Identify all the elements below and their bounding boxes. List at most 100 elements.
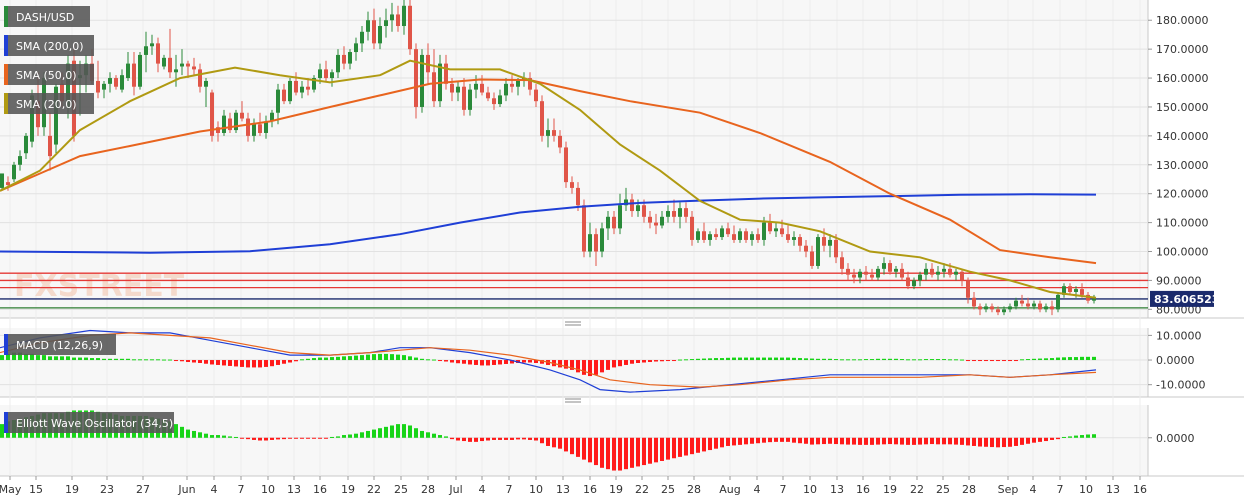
panel-resize-handle[interactable] bbox=[560, 320, 586, 328]
candle-body bbox=[810, 251, 814, 266]
macd-histogram-bar bbox=[534, 360, 538, 363]
candle bbox=[756, 228, 760, 243]
candle-body bbox=[354, 43, 358, 53]
candle bbox=[612, 211, 616, 235]
macd-histogram-bar bbox=[678, 359, 682, 361]
candle-body bbox=[924, 268, 928, 275]
candle-body bbox=[732, 234, 736, 240]
indicator-legend[interactable]: MACD (12,26,9) bbox=[4, 334, 116, 355]
macd-histogram-bar bbox=[576, 360, 580, 373]
ewo-histogram-bar bbox=[318, 437, 322, 439]
macd-histogram-bar bbox=[1056, 357, 1060, 361]
candle bbox=[678, 202, 682, 229]
macd-histogram-bar bbox=[144, 359, 148, 361]
candle bbox=[552, 118, 556, 142]
candle bbox=[918, 271, 922, 287]
legend-item[interactable]: SMA (50,0) bbox=[4, 64, 94, 85]
macd-histogram-bar bbox=[846, 359, 850, 361]
candle-body bbox=[984, 306, 988, 310]
macd-histogram-bar bbox=[672, 360, 676, 362]
ewo-histogram-bar bbox=[600, 437, 604, 468]
macd-histogram-bar bbox=[162, 359, 166, 361]
candle-body bbox=[366, 20, 370, 32]
candle-body bbox=[660, 216, 664, 226]
candle-body bbox=[528, 78, 532, 90]
legend-item[interactable]: SMA (20,0) bbox=[4, 93, 94, 114]
x-tick-label: Jun bbox=[177, 483, 195, 496]
macd-histogram-bar bbox=[804, 358, 808, 361]
ewo-histogram-bar bbox=[240, 437, 244, 439]
macd-histogram-bar bbox=[474, 360, 478, 365]
x-tick-label: 4 bbox=[211, 483, 218, 496]
macd-histogram-bar bbox=[558, 360, 562, 368]
indicator-legend[interactable]: Elliott Wave Oscillator (34,5) bbox=[4, 412, 174, 433]
ewo-histogram-bar bbox=[462, 437, 466, 442]
ewo-histogram-bar bbox=[786, 437, 790, 442]
ewo-histogram-bar bbox=[546, 437, 550, 446]
candle-body bbox=[312, 78, 316, 90]
ewo-histogram-bar bbox=[588, 437, 592, 463]
macd-histogram-bar bbox=[120, 358, 124, 361]
x-tick-label: 13 bbox=[1106, 483, 1120, 496]
candle-body bbox=[276, 89, 280, 113]
x-tick-label: 28 bbox=[687, 483, 701, 496]
legend-item[interactable]: DASH/USD bbox=[4, 6, 90, 27]
macd-histogram-bar bbox=[456, 360, 460, 364]
candle-body bbox=[444, 63, 448, 84]
candle-body bbox=[546, 130, 550, 136]
candle bbox=[132, 52, 136, 96]
x-tick-label: 27 bbox=[136, 483, 150, 496]
ewo-histogram-bar bbox=[966, 437, 970, 446]
candle bbox=[810, 245, 814, 269]
macd-series bbox=[0, 329, 1097, 393]
macd-histogram-bar bbox=[978, 360, 982, 362]
candle bbox=[996, 306, 1000, 316]
macd-histogram-bar bbox=[588, 360, 592, 377]
candle bbox=[114, 75, 118, 90]
ewo-histogram-bar bbox=[408, 425, 412, 438]
candle-body bbox=[678, 208, 682, 217]
macd-histogram-bar bbox=[168, 359, 172, 361]
macd-histogram-bar bbox=[522, 360, 526, 363]
candle-body bbox=[804, 245, 808, 252]
macd-histogram-bar bbox=[708, 358, 712, 361]
macd-histogram-bar bbox=[798, 358, 802, 361]
legend-item[interactable]: SMA (200,0) bbox=[4, 35, 94, 56]
ewo-histogram-bar bbox=[336, 436, 340, 438]
candle-body bbox=[468, 89, 472, 110]
x-tick-label: 23 bbox=[100, 483, 114, 496]
candle-body bbox=[786, 234, 790, 240]
candle bbox=[870, 268, 874, 281]
x-tick-label: Aug bbox=[719, 483, 740, 496]
candle-body bbox=[930, 268, 934, 275]
candle-body bbox=[540, 101, 544, 136]
candle-body bbox=[390, 14, 394, 21]
macd-histogram-bar bbox=[42, 355, 46, 361]
macd-histogram-bar bbox=[702, 358, 706, 361]
candle-body bbox=[474, 83, 478, 90]
candle-body bbox=[234, 112, 238, 131]
macd-histogram-bar bbox=[390, 354, 394, 361]
macd-histogram-bar bbox=[402, 355, 406, 361]
candle-body bbox=[204, 80, 208, 87]
candle-body bbox=[450, 83, 454, 93]
ewo-histogram-bar bbox=[558, 437, 562, 449]
candle-body bbox=[1080, 289, 1084, 295]
ewo-histogram-bar bbox=[852, 437, 856, 445]
candle-body bbox=[402, 5, 406, 27]
macd-histogram-bar bbox=[582, 360, 586, 375]
candle bbox=[660, 211, 664, 229]
macd-histogram-bar bbox=[906, 359, 910, 361]
panel-resize-handle[interactable] bbox=[560, 397, 586, 405]
x-tick-label: 4 bbox=[1030, 483, 1037, 496]
candle bbox=[180, 49, 184, 76]
ewo-histogram-bar bbox=[906, 437, 910, 445]
candle-body bbox=[642, 205, 646, 217]
candle bbox=[906, 271, 910, 290]
candle bbox=[1044, 303, 1048, 313]
macd-histogram-bar bbox=[96, 358, 100, 361]
macd-histogram-bar bbox=[786, 357, 790, 361]
ewo-histogram-bar bbox=[996, 437, 1000, 448]
candle-body bbox=[858, 271, 862, 278]
